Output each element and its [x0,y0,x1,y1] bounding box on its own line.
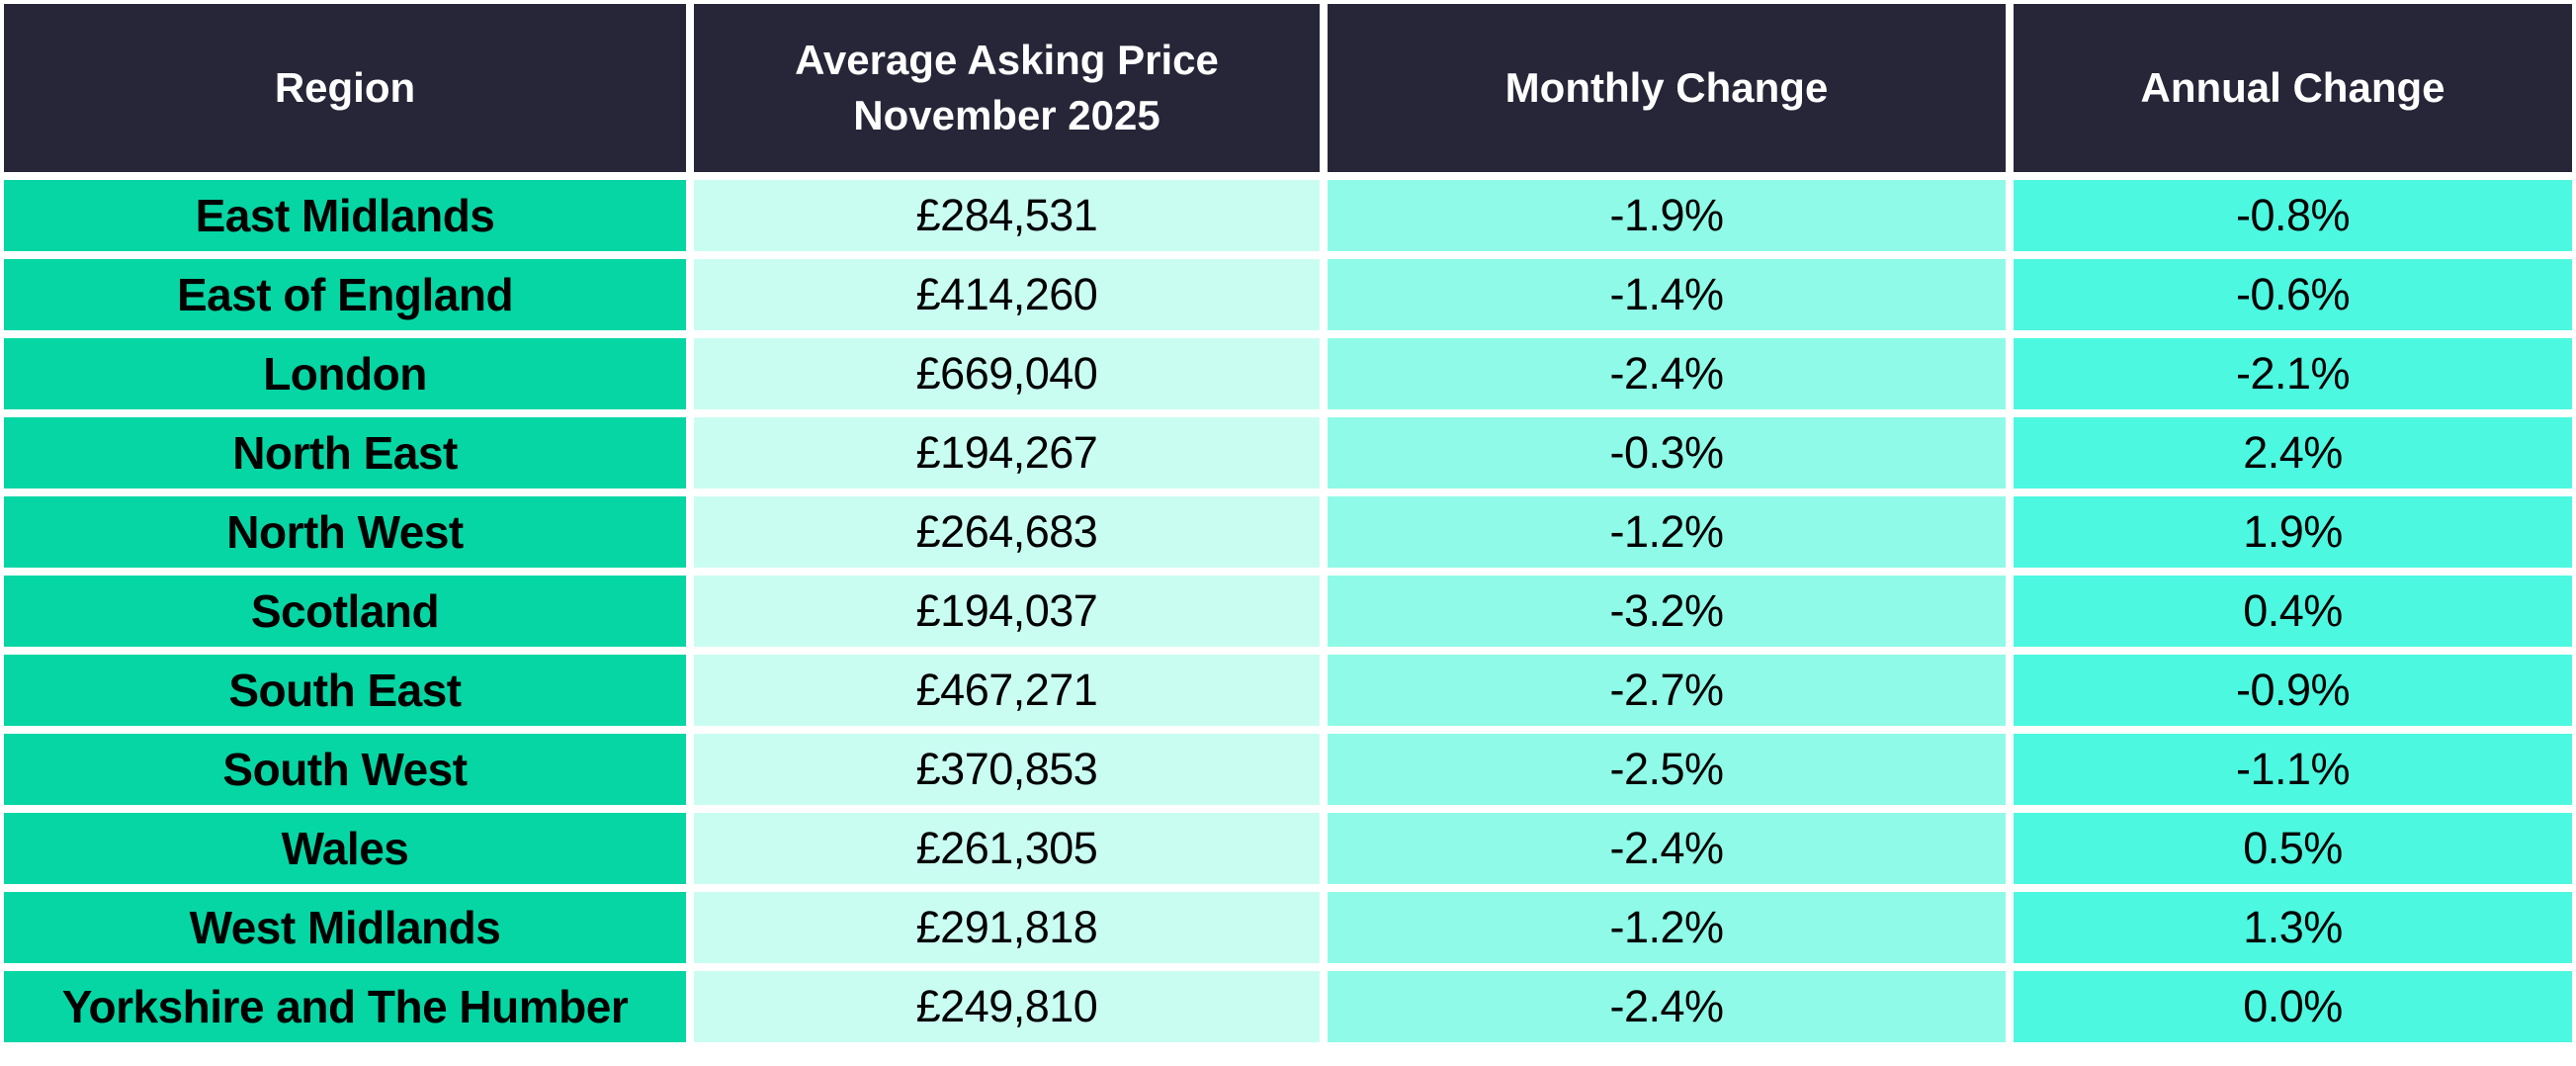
price-cell: £264,683 [694,496,1320,568]
annual-change-cell: -0.8% [2014,180,2572,251]
regional-price-table: Region Average Asking Price November 202… [4,4,2572,1042]
monthly-change-cell: -2.7% [1328,655,2006,726]
price-cell: £291,818 [694,892,1320,963]
annual-change-cell: 2.4% [2014,417,2572,489]
header-price-label: Average Asking Price November 2025 [795,33,1219,143]
price-cell: £194,267 [694,417,1320,489]
region-cell: East Midlands [4,180,686,251]
annual-change-cell: 0.0% [2014,971,2572,1042]
price-cell: £669,040 [694,338,1320,409]
monthly-change-cell: -2.5% [1328,734,2006,805]
price-cell: £414,260 [694,259,1320,330]
price-cell: £284,531 [694,180,1320,251]
region-cell: South East [4,655,686,726]
price-cell: £194,037 [694,576,1320,647]
region-cell: Yorkshire and The Humber [4,971,686,1042]
header-cell-monthly-change: Monthly Change [1328,4,2006,172]
monthly-change-cell: -0.3% [1328,417,2006,489]
price-cell: £249,810 [694,971,1320,1042]
header-cell-annual-change: Annual Change [2014,4,2572,172]
header-price-line2: November 2025 [853,92,1160,138]
monthly-change-cell: -2.4% [1328,338,2006,409]
header-price-line1: Average Asking Price [795,37,1219,83]
region-cell: London [4,338,686,409]
region-cell: West Midlands [4,892,686,963]
header-annual-label: Annual Change [2140,64,2446,111]
price-cell: £370,853 [694,734,1320,805]
annual-change-cell: -1.1% [2014,734,2572,805]
region-cell: Wales [4,813,686,884]
monthly-change-cell: -1.2% [1328,496,2006,568]
monthly-change-cell: -3.2% [1328,576,2006,647]
region-cell: North East [4,417,686,489]
header-monthly-label: Monthly Change [1504,64,1829,111]
annual-change-cell: 1.9% [2014,496,2572,568]
annual-change-cell: -0.9% [2014,655,2572,726]
annual-change-cell: -2.1% [2014,338,2572,409]
region-cell: East of England [4,259,686,330]
annual-change-cell: -0.6% [2014,259,2572,330]
price-cell: £261,305 [694,813,1320,884]
monthly-change-cell: -1.2% [1328,892,2006,963]
header-cell-region: Region [4,4,686,172]
monthly-change-cell: -1.9% [1328,180,2006,251]
region-cell: South West [4,734,686,805]
monthly-change-cell: -2.4% [1328,813,2006,884]
monthly-change-cell: -2.4% [1328,971,2006,1042]
region-cell: Scotland [4,576,686,647]
annual-change-cell: 1.3% [2014,892,2572,963]
annual-change-cell: 0.5% [2014,813,2572,884]
region-cell: North West [4,496,686,568]
header-cell-price: Average Asking Price November 2025 [694,4,1320,172]
monthly-change-cell: -1.4% [1328,259,2006,330]
annual-change-cell: 0.4% [2014,576,2572,647]
header-region-label: Region [274,64,416,111]
price-cell: £467,271 [694,655,1320,726]
